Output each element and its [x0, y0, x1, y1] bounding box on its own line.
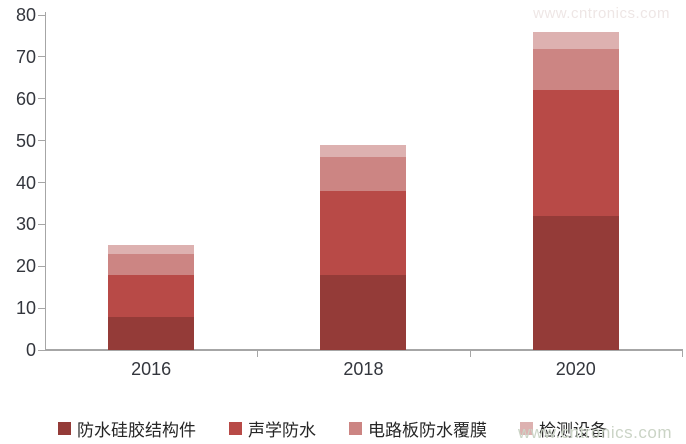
bar-segment-2018	[320, 144, 407, 158]
bar-segment-2016	[108, 316, 195, 350]
legend-swatch-icon	[229, 422, 242, 435]
legend-swatch-icon	[58, 422, 71, 435]
legend: 防水硅胶结构件 声学防水 电路板防水覆膜 检测设备	[58, 416, 607, 441]
y-axis	[45, 12, 46, 351]
bar-segment-2016	[108, 253, 195, 275]
y-tick-mark	[38, 349, 45, 351]
y-tick-mark	[38, 14, 45, 16]
legend-swatch-icon	[520, 422, 533, 435]
legend-label: 防水硅胶结构件	[77, 421, 196, 440]
x-tick-mark	[470, 351, 471, 357]
legend-label: 电路板防水覆膜	[368, 421, 487, 440]
y-tick-mark	[38, 56, 45, 58]
bar-segment-2020	[532, 48, 619, 91]
legend-swatch-icon	[349, 422, 362, 435]
legend-item: 电路板防水覆膜	[349, 416, 487, 441]
y-tick-label: 30	[15, 214, 36, 235]
y-tick-label: 50	[15, 130, 36, 151]
bar-segment-2018	[320, 157, 407, 191]
x-axis-label: 2016	[131, 359, 172, 379]
y-tick-label: 70	[15, 46, 36, 67]
y-tick-label: 40	[15, 172, 36, 193]
y-tick-mark	[38, 265, 45, 267]
y-tick-mark	[38, 182, 45, 183]
bar-segment-2020	[532, 90, 619, 216]
watermark-ghost: www.cntronics.com	[533, 5, 670, 22]
bar-segment-2018	[320, 190, 407, 275]
x-tick-mark	[257, 351, 258, 357]
x-axis	[45, 349, 683, 351]
y-tick-mark	[38, 98, 45, 100]
y-tick-label: 80	[15, 5, 36, 25]
legend-label: 检测设备	[539, 421, 607, 440]
y-tick-label: 0	[25, 340, 36, 360]
bar-segment-2018	[320, 274, 407, 350]
x-axis-label: 2020	[555, 359, 596, 379]
bar-segment-2020	[532, 31, 619, 49]
y-tick-label: 60	[15, 88, 36, 109]
y-tick-label: 10	[15, 298, 36, 319]
legend-item: 检测设备	[520, 416, 607, 441]
x-tick-mark	[682, 351, 683, 357]
bar-segment-2020	[532, 216, 619, 350]
watermark: www.cntronics.com	[518, 423, 672, 442]
legend-label: 声学防水	[248, 421, 316, 440]
legend-item: 声学防水	[229, 416, 316, 441]
bar-segment-2016	[108, 245, 195, 254]
y-tick-mark	[38, 140, 45, 142]
x-axis-label: 2018	[343, 359, 384, 379]
bar-segment-2016	[108, 274, 195, 317]
y-tick-mark	[38, 307, 45, 309]
legend-item: 防水硅胶结构件	[58, 416, 196, 441]
y-tick-label: 20	[15, 256, 36, 277]
y-tick-mark	[38, 223, 45, 225]
